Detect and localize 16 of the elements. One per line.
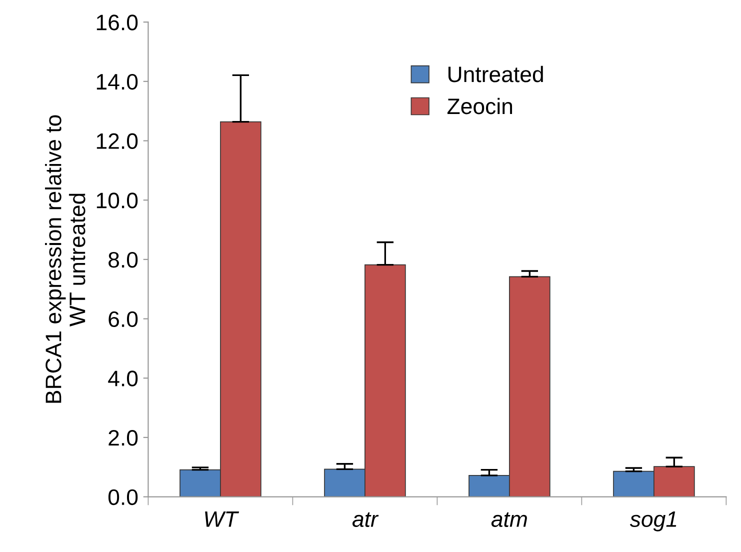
y-axis-title: BRCA1 expression relative to WT untreated <box>45 115 86 403</box>
legend-label: Zeocin <box>447 98 512 114</box>
y-tick-label: 16.0 <box>96 14 138 30</box>
x-tick-label: sog1 <box>630 512 676 532</box>
y-tick-label: 12.0 <box>96 133 138 150</box>
x-tick-label: atr <box>352 512 379 528</box>
y-tick-label: 14.0 <box>96 74 138 90</box>
y-tick-label: 4.0 <box>108 370 138 386</box>
y-tick-label: 0.0 <box>108 489 138 506</box>
y-tick-label: 2.0 <box>108 430 138 446</box>
y-tick-label: 10.0 <box>96 192 138 208</box>
y-tick-label: 8.0 <box>108 252 138 268</box>
legend-label: Untreated <box>448 66 543 82</box>
x-tick-label: atm <box>491 512 527 528</box>
x-tick-label: WT <box>205 512 240 527</box>
y-tick-label: 6.0 <box>108 311 138 328</box>
